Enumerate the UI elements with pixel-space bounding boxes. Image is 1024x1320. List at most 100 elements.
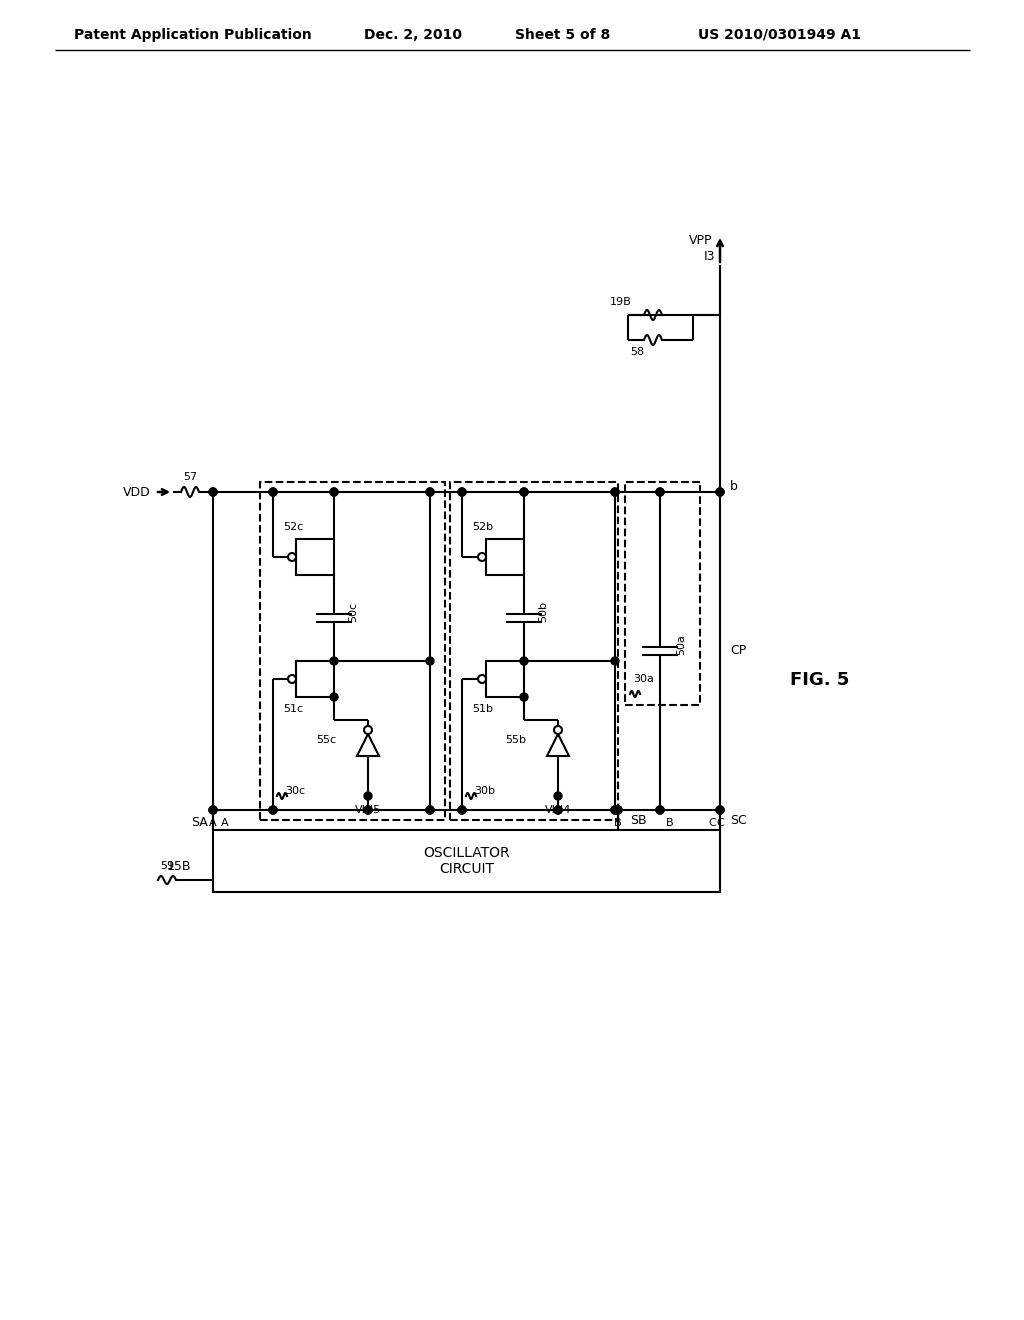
Circle shape <box>288 553 296 561</box>
Circle shape <box>716 488 724 496</box>
Bar <box>450 482 618 820</box>
Circle shape <box>716 807 724 814</box>
Text: CP: CP <box>730 644 746 657</box>
Text: 55b: 55b <box>505 735 526 744</box>
Text: 30b: 30b <box>474 785 495 796</box>
Text: I3: I3 <box>703 251 715 264</box>
Circle shape <box>611 807 618 814</box>
Circle shape <box>554 792 562 800</box>
Text: 50c: 50c <box>348 602 358 622</box>
Circle shape <box>364 792 372 800</box>
Circle shape <box>269 807 278 814</box>
Circle shape <box>426 488 434 496</box>
Text: 55c: 55c <box>315 735 336 744</box>
Circle shape <box>611 488 618 496</box>
Text: B: B <box>614 818 622 828</box>
Circle shape <box>611 488 618 496</box>
Circle shape <box>426 807 434 814</box>
Circle shape <box>554 807 562 814</box>
Circle shape <box>554 726 562 734</box>
Text: VDD: VDD <box>123 486 151 499</box>
Circle shape <box>611 657 618 665</box>
Text: 52b: 52b <box>472 521 493 532</box>
Text: 51c: 51c <box>283 704 303 714</box>
Circle shape <box>611 807 618 814</box>
Text: 50a: 50a <box>676 635 686 656</box>
Text: 51b: 51b <box>472 704 493 714</box>
Circle shape <box>330 488 338 496</box>
Circle shape <box>364 807 372 814</box>
Bar <box>296 539 334 576</box>
Text: 30a: 30a <box>633 675 654 684</box>
Text: 57: 57 <box>183 473 197 482</box>
Bar <box>486 661 524 697</box>
Text: Sheet 5 of 8: Sheet 5 of 8 <box>515 28 610 42</box>
Circle shape <box>288 675 296 682</box>
Circle shape <box>656 488 664 496</box>
Circle shape <box>269 488 278 496</box>
Circle shape <box>554 807 562 814</box>
Text: Patent Application Publication: Patent Application Publication <box>74 28 312 42</box>
Text: SB: SB <box>630 813 646 826</box>
Text: 19B: 19B <box>610 297 632 308</box>
Text: A: A <box>221 818 228 828</box>
Text: CIRCUIT: CIRCUIT <box>439 862 494 876</box>
Circle shape <box>656 807 664 814</box>
Text: SA: SA <box>191 816 208 829</box>
Text: 50b: 50b <box>538 602 548 623</box>
Text: C: C <box>709 818 716 828</box>
Circle shape <box>330 488 338 496</box>
Text: 58: 58 <box>630 347 644 356</box>
Circle shape <box>330 657 338 665</box>
Circle shape <box>269 807 278 814</box>
Text: 52c: 52c <box>283 521 303 532</box>
Bar <box>625 482 700 705</box>
Circle shape <box>209 488 217 496</box>
Text: 59: 59 <box>160 861 174 871</box>
Circle shape <box>716 807 724 814</box>
Circle shape <box>478 553 486 561</box>
Circle shape <box>364 807 372 814</box>
Circle shape <box>209 807 217 814</box>
Circle shape <box>520 693 528 701</box>
Text: Dec. 2, 2010: Dec. 2, 2010 <box>364 28 462 42</box>
Bar <box>213 830 720 892</box>
Circle shape <box>520 488 528 496</box>
Text: VIN4: VIN4 <box>545 805 571 814</box>
Circle shape <box>458 807 466 814</box>
Circle shape <box>520 657 528 665</box>
Circle shape <box>330 693 338 701</box>
Text: B: B <box>667 818 674 828</box>
Bar <box>260 482 445 820</box>
Circle shape <box>269 488 278 496</box>
Circle shape <box>426 488 434 496</box>
Circle shape <box>426 807 434 814</box>
Circle shape <box>458 488 466 496</box>
Circle shape <box>656 488 664 496</box>
Text: SC: SC <box>730 813 746 826</box>
Text: VIN5: VIN5 <box>355 805 381 814</box>
Circle shape <box>458 488 466 496</box>
Text: US 2010/0301949 A1: US 2010/0301949 A1 <box>698 28 861 42</box>
Text: b: b <box>730 480 738 494</box>
Circle shape <box>364 726 372 734</box>
Circle shape <box>458 807 466 814</box>
Circle shape <box>209 807 217 814</box>
Text: A: A <box>209 818 217 828</box>
Text: 15B: 15B <box>167 861 191 874</box>
Circle shape <box>520 488 528 496</box>
Text: FIG. 5: FIG. 5 <box>791 671 850 689</box>
Text: VPP: VPP <box>688 234 712 247</box>
Circle shape <box>426 657 434 665</box>
Circle shape <box>614 807 622 814</box>
Bar <box>486 539 524 576</box>
Circle shape <box>716 488 724 496</box>
Circle shape <box>478 675 486 682</box>
Circle shape <box>614 807 622 814</box>
Circle shape <box>656 807 664 814</box>
Circle shape <box>209 488 217 496</box>
Text: OSCILLATOR: OSCILLATOR <box>423 846 510 861</box>
Text: C: C <box>716 818 724 828</box>
Bar <box>296 661 334 697</box>
Text: 30c: 30c <box>285 785 305 796</box>
